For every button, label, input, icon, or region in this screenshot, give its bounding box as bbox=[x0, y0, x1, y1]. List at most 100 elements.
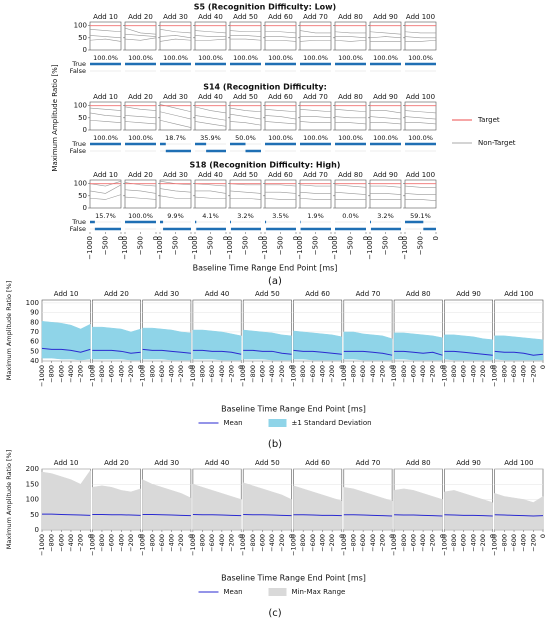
panel-title: Add 60 bbox=[268, 13, 293, 21]
band-area bbox=[444, 490, 493, 530]
x-tick-label: 0 bbox=[539, 534, 547, 538]
panel-title: Add 10 bbox=[93, 93, 118, 101]
band-area bbox=[393, 332, 443, 361]
accuracy-label: 100.0% bbox=[268, 54, 293, 62]
non-target-line bbox=[194, 196, 226, 199]
accuracy-label: 0.0% bbox=[342, 212, 359, 220]
mean-line bbox=[343, 514, 393, 517]
accuracy-label: 100.0% bbox=[198, 54, 223, 62]
x-tick-label: −400 bbox=[520, 365, 528, 383]
x-tick-label: 0 bbox=[438, 365, 446, 369]
panel-title: Add 70 bbox=[303, 93, 328, 101]
non-target-line bbox=[334, 31, 366, 34]
non-target-line bbox=[299, 109, 332, 113]
x-tick-label: −800 bbox=[299, 365, 307, 383]
x-tick-label: −500 bbox=[347, 236, 355, 255]
y-tick-label: 50 bbox=[78, 114, 87, 122]
x-tick-label: 0 bbox=[489, 365, 497, 369]
non-target-line bbox=[194, 115, 227, 121]
y-tick-label: 40 bbox=[30, 357, 39, 365]
non-target-line bbox=[124, 115, 157, 119]
x-tick-label: −400 bbox=[469, 365, 477, 383]
x-tick-label: −400 bbox=[67, 534, 75, 552]
panel-title: Add 30 bbox=[163, 171, 188, 179]
legend-label: Non-Target bbox=[478, 139, 516, 147]
x-tick-label: −400 bbox=[318, 534, 326, 552]
y-tick-label: 50 bbox=[30, 347, 39, 355]
x-tick-label: −800 bbox=[98, 365, 106, 383]
non-target-line bbox=[230, 38, 262, 41]
non-target-line bbox=[369, 116, 402, 120]
x-tick-label: −400 bbox=[218, 365, 226, 383]
x-tick-label: −400 bbox=[117, 365, 125, 383]
x-tick-label: −200 bbox=[429, 534, 437, 552]
panel-caption: (b) bbox=[268, 439, 282, 450]
panel-title: Add 20 bbox=[104, 290, 129, 298]
mean-line bbox=[293, 349, 342, 355]
non-target-line bbox=[229, 113, 262, 120]
non-target-line bbox=[300, 116, 332, 119]
non-target-line bbox=[89, 35, 122, 39]
band-area bbox=[494, 493, 544, 530]
non-target-line bbox=[369, 36, 402, 39]
panel-frame bbox=[159, 179, 192, 209]
non-target-line bbox=[89, 29, 122, 33]
x-tick-label: 0 bbox=[222, 236, 230, 240]
true-label: True bbox=[71, 60, 86, 68]
x-tick-label: −1000 bbox=[38, 534, 46, 556]
legend-label: ±1 Standard Deviation bbox=[292, 419, 372, 427]
panel-title: Add 80 bbox=[338, 93, 363, 101]
accuracy-label: 1.9% bbox=[307, 212, 324, 220]
panel-title: Add 60 bbox=[305, 290, 330, 298]
non-target-line bbox=[369, 31, 402, 35]
panel-title: Add 10 bbox=[93, 171, 118, 179]
x-tick-label: 0 bbox=[288, 534, 296, 538]
panel-title: Add 80 bbox=[406, 290, 431, 298]
band-area bbox=[192, 329, 242, 361]
x-tick-label: 0 bbox=[539, 365, 547, 369]
non-target-line bbox=[89, 107, 122, 111]
x-tick-label: 0 bbox=[137, 534, 145, 538]
x-tick-label: −200 bbox=[77, 365, 85, 383]
x-tick-label: −400 bbox=[369, 534, 377, 552]
panel-frame bbox=[404, 21, 437, 51]
accuracy-label: 100.0% bbox=[163, 54, 188, 62]
accuracy-label: 100.0% bbox=[93, 134, 118, 142]
x-tick-label: −500 bbox=[417, 236, 425, 255]
x-tick-label: −1000 bbox=[139, 365, 147, 387]
panel-frame bbox=[124, 179, 157, 209]
x-tick-label: −1000 bbox=[261, 236, 269, 260]
x-tick-label: −1000 bbox=[88, 365, 96, 387]
legend-label: Min-Max Range bbox=[292, 588, 346, 596]
non-target-line bbox=[405, 199, 437, 201]
mean-line bbox=[42, 513, 91, 516]
panel-title: Add 90 bbox=[373, 13, 398, 21]
non-target-line bbox=[299, 30, 331, 34]
panel-title: Add 20 bbox=[128, 93, 153, 101]
mean-line bbox=[394, 350, 443, 356]
legend-swatch bbox=[268, 419, 287, 427]
mean-line bbox=[243, 513, 292, 517]
y-tick-label: 0 bbox=[83, 46, 87, 54]
x-tick-label: −1000 bbox=[189, 365, 197, 387]
x-tick-label: −1000 bbox=[139, 534, 147, 556]
accuracy-label: 100.0% bbox=[373, 54, 398, 62]
y-tick-label: 100 bbox=[26, 496, 39, 504]
non-target-line bbox=[299, 39, 331, 42]
y-tick-label: 50 bbox=[30, 511, 39, 519]
panel-title: Add 100 bbox=[504, 290, 533, 298]
x-tick-label: −600 bbox=[57, 365, 65, 383]
x-tick-label: −1000 bbox=[290, 534, 298, 556]
x-tick-label: 0 bbox=[292, 236, 300, 240]
x-tick-label: −800 bbox=[199, 365, 207, 383]
accuracy-label: 100.0% bbox=[128, 212, 153, 220]
mean-line bbox=[92, 513, 141, 516]
panel-title: Add 30 bbox=[154, 290, 179, 298]
x-tick-label: −400 bbox=[419, 365, 427, 383]
y-tick-label: 0 bbox=[83, 126, 87, 134]
x-tick-label: −500 bbox=[102, 236, 110, 255]
panel-title: Add 40 bbox=[198, 93, 223, 101]
mean-line bbox=[444, 514, 493, 517]
band-area bbox=[142, 327, 192, 361]
x-tick-label: −800 bbox=[249, 365, 257, 383]
